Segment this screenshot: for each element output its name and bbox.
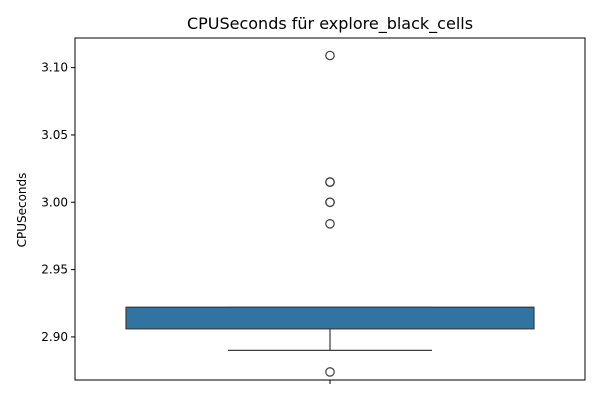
- outlier-point: [325, 219, 335, 229]
- outlier-point: [325, 197, 335, 208]
- y-tick-label: 3.10: [41, 61, 68, 75]
- outlier-point: [325, 50, 335, 61]
- plot-area: 2.90 2.95 3.00 3.05 3.10: [41, 37, 586, 384]
- chart-title: CPUSeconds für explore_black_cells: [187, 14, 473, 34]
- y-tick-label: 3.00: [41, 195, 68, 209]
- y-tick-label: 3.05: [41, 128, 68, 142]
- y-axis-label: CPUSeconds: [15, 173, 29, 248]
- iqr-box: [125, 306, 535, 330]
- outlier-point: [325, 177, 335, 187]
- outlier-point: [325, 367, 335, 377]
- y-tick-label: 2.95: [41, 263, 68, 277]
- y-tick-label: 2.90: [41, 330, 68, 344]
